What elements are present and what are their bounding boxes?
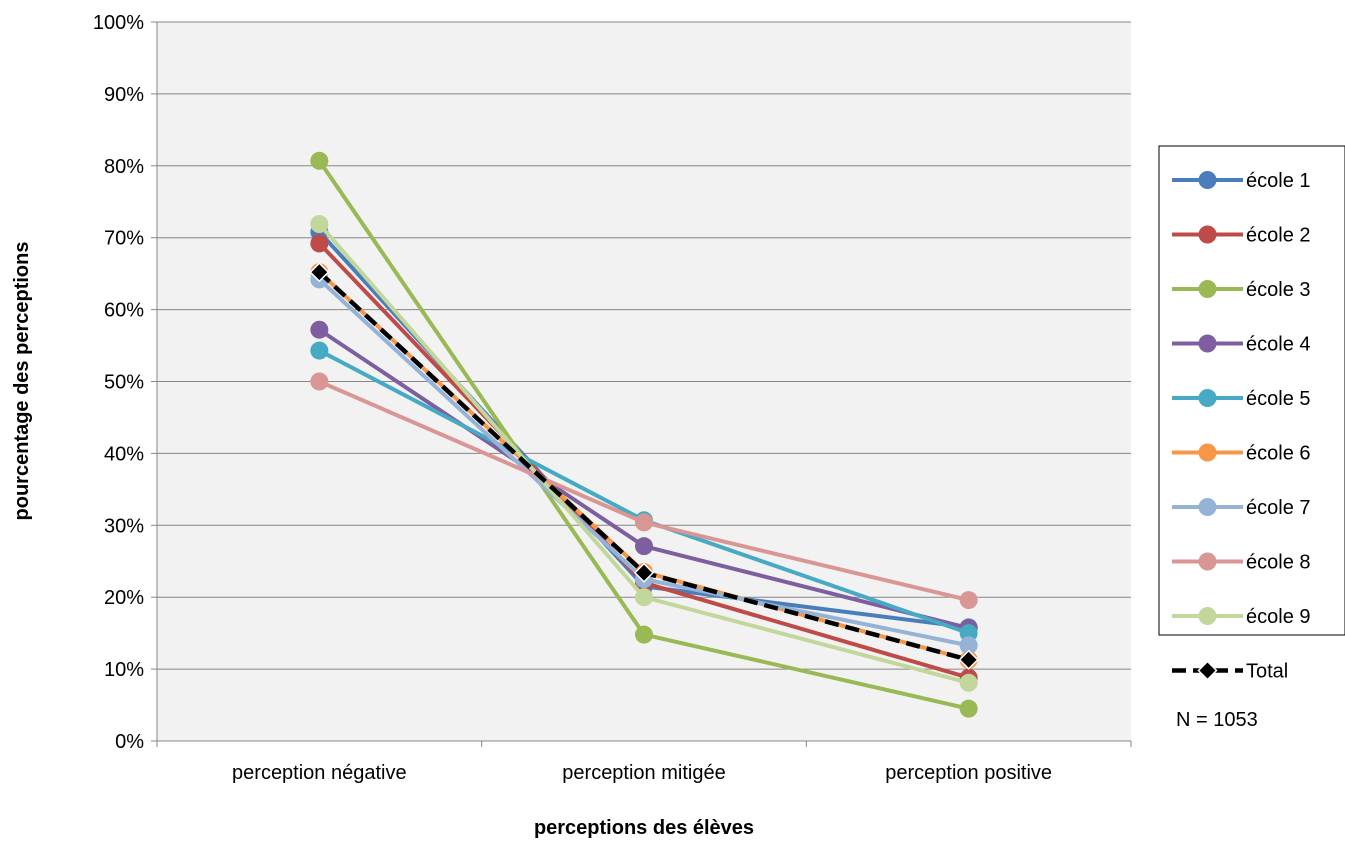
y-tick-label: 40% bbox=[104, 443, 144, 465]
legend: école 1 école 2 école 3 école 4 école 5 école… bbox=[1159, 146, 1345, 683]
legend-marker bbox=[1199, 553, 1217, 571]
data-point bbox=[310, 321, 328, 339]
legend-marker bbox=[1199, 171, 1217, 189]
x-axis-title: perceptions des élèves bbox=[534, 817, 754, 839]
y-tick-label: 80% bbox=[104, 156, 144, 178]
legend-label: école 6 bbox=[1246, 443, 1311, 465]
legend-label: école 1 bbox=[1246, 170, 1311, 192]
legend-label: école 3 bbox=[1246, 279, 1311, 301]
data-point bbox=[635, 588, 653, 606]
legend-label: école 7 bbox=[1246, 497, 1311, 519]
legend-marker bbox=[1199, 226, 1217, 244]
y-tick-label: 10% bbox=[104, 659, 144, 681]
legend-label: école 8 bbox=[1246, 552, 1311, 574]
y-tick-label: 100% bbox=[93, 12, 144, 34]
y-tick-label: 70% bbox=[104, 228, 144, 250]
y-tick-label: 60% bbox=[104, 300, 144, 322]
data-point bbox=[960, 591, 978, 609]
x-tick-label: perception négative bbox=[232, 762, 407, 784]
legend-marker bbox=[1199, 662, 1217, 680]
legend-marker bbox=[1199, 335, 1217, 353]
legend-marker bbox=[1199, 389, 1217, 407]
data-point bbox=[310, 215, 328, 233]
y-tick-label: 0% bbox=[115, 731, 144, 753]
data-point bbox=[310, 342, 328, 360]
x-tick-label: perception positive bbox=[885, 762, 1052, 784]
legend-label: école 5 bbox=[1246, 388, 1311, 410]
legend-label: école 9 bbox=[1246, 606, 1311, 628]
legend-label: école 2 bbox=[1246, 225, 1311, 247]
legend-marker bbox=[1199, 607, 1217, 625]
y-axis-title: pourcentage des perceptions bbox=[11, 242, 33, 521]
y-tick-label: 30% bbox=[104, 515, 144, 537]
legend-label: Total bbox=[1246, 661, 1288, 683]
legend-marker bbox=[1199, 498, 1217, 516]
sample-size-note: N = 1053 bbox=[1176, 709, 1258, 731]
data-point bbox=[310, 234, 328, 252]
data-point bbox=[960, 674, 978, 692]
data-point bbox=[310, 373, 328, 391]
data-point bbox=[310, 152, 328, 170]
data-point bbox=[635, 513, 653, 531]
data-point bbox=[960, 700, 978, 718]
y-tick-label: 50% bbox=[104, 372, 144, 394]
legend-marker bbox=[1199, 444, 1217, 462]
y-tick-label: 90% bbox=[104, 84, 144, 106]
y-tick-label: 20% bbox=[104, 587, 144, 609]
data-point bbox=[635, 626, 653, 644]
x-tick-label: perception mitigée bbox=[562, 762, 725, 784]
legend-marker bbox=[1199, 280, 1217, 298]
data-point bbox=[635, 537, 653, 555]
legend-label: école 4 bbox=[1246, 334, 1311, 356]
